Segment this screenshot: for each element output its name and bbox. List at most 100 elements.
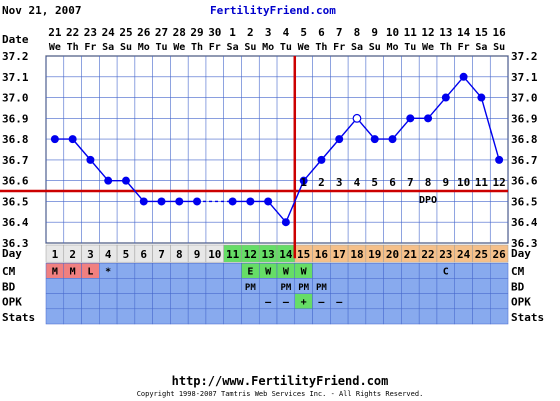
cm-cell	[347, 262, 367, 279]
data-rows	[0, 244, 560, 325]
date-label: 21	[48, 26, 62, 39]
bd-cell	[152, 278, 171, 294]
stats-cell	[454, 308, 473, 325]
weekday-label: We	[49, 42, 61, 53]
stats-cell	[116, 308, 136, 325]
weekday-label: Th	[191, 42, 203, 53]
cm-cell	[223, 262, 242, 279]
stats-cell	[258, 308, 278, 325]
bd-cell	[490, 278, 509, 294]
temp-segment	[72, 138, 91, 161]
cycle-day: 21	[404, 248, 418, 261]
y-tick-right: 37.0	[511, 92, 538, 105]
day-cell	[490, 244, 509, 263]
stats-cell	[472, 308, 491, 325]
stats-cell	[401, 308, 420, 325]
dpo-label: 7	[407, 176, 414, 189]
y-tick-left: 36.3	[2, 237, 29, 250]
bd-cell	[383, 278, 402, 294]
stats-cell	[81, 308, 100, 325]
cm-cell	[490, 262, 509, 279]
row-label-right-opk: OPK	[511, 296, 531, 309]
temp-segment	[303, 159, 322, 182]
cm-value: E	[247, 267, 253, 278]
opk-cell	[223, 293, 242, 310]
date-label: 30	[208, 26, 221, 39]
row-label-stats: Stats	[2, 311, 35, 324]
cycle-day: 3	[87, 248, 94, 261]
cm-cell	[330, 262, 349, 279]
opk-value: –	[318, 297, 325, 308]
dpo-label: 4	[354, 176, 361, 189]
row-label-day: Day	[2, 247, 22, 260]
footer-url[interactable]: http://www.FertilityFriend.com	[171, 374, 389, 388]
cm-cell	[365, 262, 384, 279]
date-label: 27	[155, 26, 168, 39]
y-tick-right: 36.9	[511, 112, 538, 125]
axis-labels: 21We22Th23Fr24Sa25Su26Mo27Tu28We29Th30Fr…	[2, 26, 544, 324]
weekday-label: We	[298, 42, 310, 53]
date-label: 23	[84, 26, 97, 39]
row-label-right-cm: CM	[511, 265, 525, 278]
temp-point	[335, 135, 344, 144]
weekday-label: Tu	[280, 42, 292, 53]
weekday-label: Fr	[333, 42, 345, 53]
y-tick-left: 36.5	[2, 195, 29, 208]
opk-cell	[383, 293, 402, 310]
cm-value: W	[283, 267, 290, 278]
temp-point	[104, 176, 113, 185]
stats-cell	[223, 308, 242, 325]
bd-value: PM	[298, 283, 309, 293]
weekday-label: Su	[369, 42, 381, 53]
opk-cell	[187, 293, 207, 310]
stats-cell	[276, 308, 296, 325]
bd-value: PM	[245, 283, 256, 293]
dpo-label: 10	[457, 176, 470, 189]
y-tick-right: 36.3	[511, 237, 538, 250]
weekday-label: Fr	[84, 42, 96, 53]
stats-cell	[365, 308, 384, 325]
cm-cell	[418, 262, 438, 279]
bd-cell	[81, 278, 100, 294]
opk-value: –	[283, 297, 290, 308]
date-label: 10	[386, 26, 399, 39]
weekday-label: Th	[67, 42, 79, 53]
dpo-label: 3	[336, 176, 343, 189]
temp-segment	[356, 117, 376, 140]
cycle-day: 20	[386, 248, 399, 261]
cycle-day: 22	[421, 248, 434, 261]
stats-cell	[152, 308, 171, 325]
header-site[interactable]: FertilityFriend.com	[210, 4, 336, 17]
dpo-label: 8	[425, 176, 432, 189]
temp-segment	[125, 180, 145, 202]
weekday-label: Tu	[155, 42, 167, 53]
date-label: 1	[229, 26, 236, 39]
temp-segment	[480, 97, 500, 161]
cm-cell	[383, 262, 402, 279]
date-label: 28	[173, 26, 186, 39]
cm-cell	[205, 262, 224, 279]
bd-cell	[134, 278, 153, 294]
bd-cell	[45, 278, 65, 294]
stats-cell	[330, 308, 349, 325]
opk-cell	[99, 293, 118, 310]
opk-cell	[241, 293, 260, 310]
cm-cell	[472, 262, 491, 279]
y-tick-left: 37.2	[2, 50, 29, 63]
temp-segment	[463, 76, 482, 99]
cycle-day: 13	[262, 248, 275, 261]
weekday-label: Fr	[458, 42, 470, 53]
temp-point	[246, 197, 255, 206]
cycle-day: 17	[333, 248, 346, 261]
weekday-label: Sa	[227, 42, 239, 53]
stats-cell	[294, 308, 313, 325]
temp-point-open	[352, 113, 362, 123]
opk-cell	[436, 293, 455, 310]
y-tick-left: 36.6	[2, 175, 29, 188]
date-label: 3	[265, 26, 272, 39]
opk-cell	[134, 293, 153, 310]
cycle-day: 12	[244, 248, 257, 261]
date-label: 24	[102, 26, 116, 39]
cm-value: W	[301, 267, 308, 278]
cycle-day: 6	[140, 248, 147, 261]
